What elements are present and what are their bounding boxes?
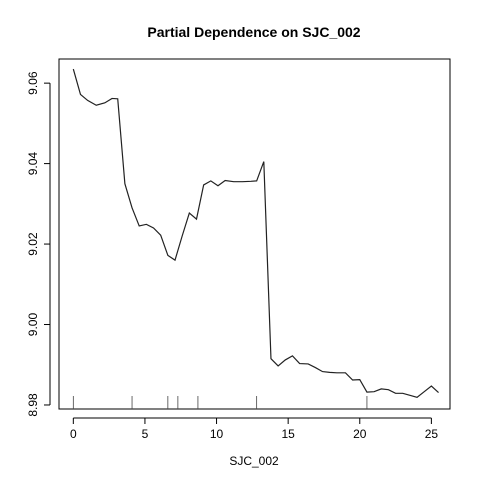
x-tick-label: 25	[425, 427, 439, 441]
chart-title: Partial Dependence on SJC_002	[147, 24, 360, 40]
x-tick-label: 20	[353, 427, 367, 441]
x-axis-label: SJC_002	[229, 454, 279, 468]
rug-marks	[72, 396, 368, 409]
x-tick-label: 10	[210, 427, 224, 441]
y-tick-label: 9.02	[26, 232, 40, 256]
y-tick-label: 9.04	[26, 152, 40, 176]
x-tick-label: 0	[70, 427, 77, 441]
x-tick-label: 5	[142, 427, 149, 441]
y-axis: 8.98 9.00 9.02 9.04 9.06	[26, 71, 51, 417]
x-axis: 0 5 10 15 20 25	[70, 417, 439, 441]
x-tick-label: 15	[281, 427, 295, 441]
y-tick-label: 9.00	[26, 313, 40, 337]
series-line	[72, 68, 439, 398]
y-tick-label: 8.98	[26, 393, 40, 417]
plot-frame	[58, 58, 451, 410]
y-tick-label: 9.06	[26, 71, 40, 95]
